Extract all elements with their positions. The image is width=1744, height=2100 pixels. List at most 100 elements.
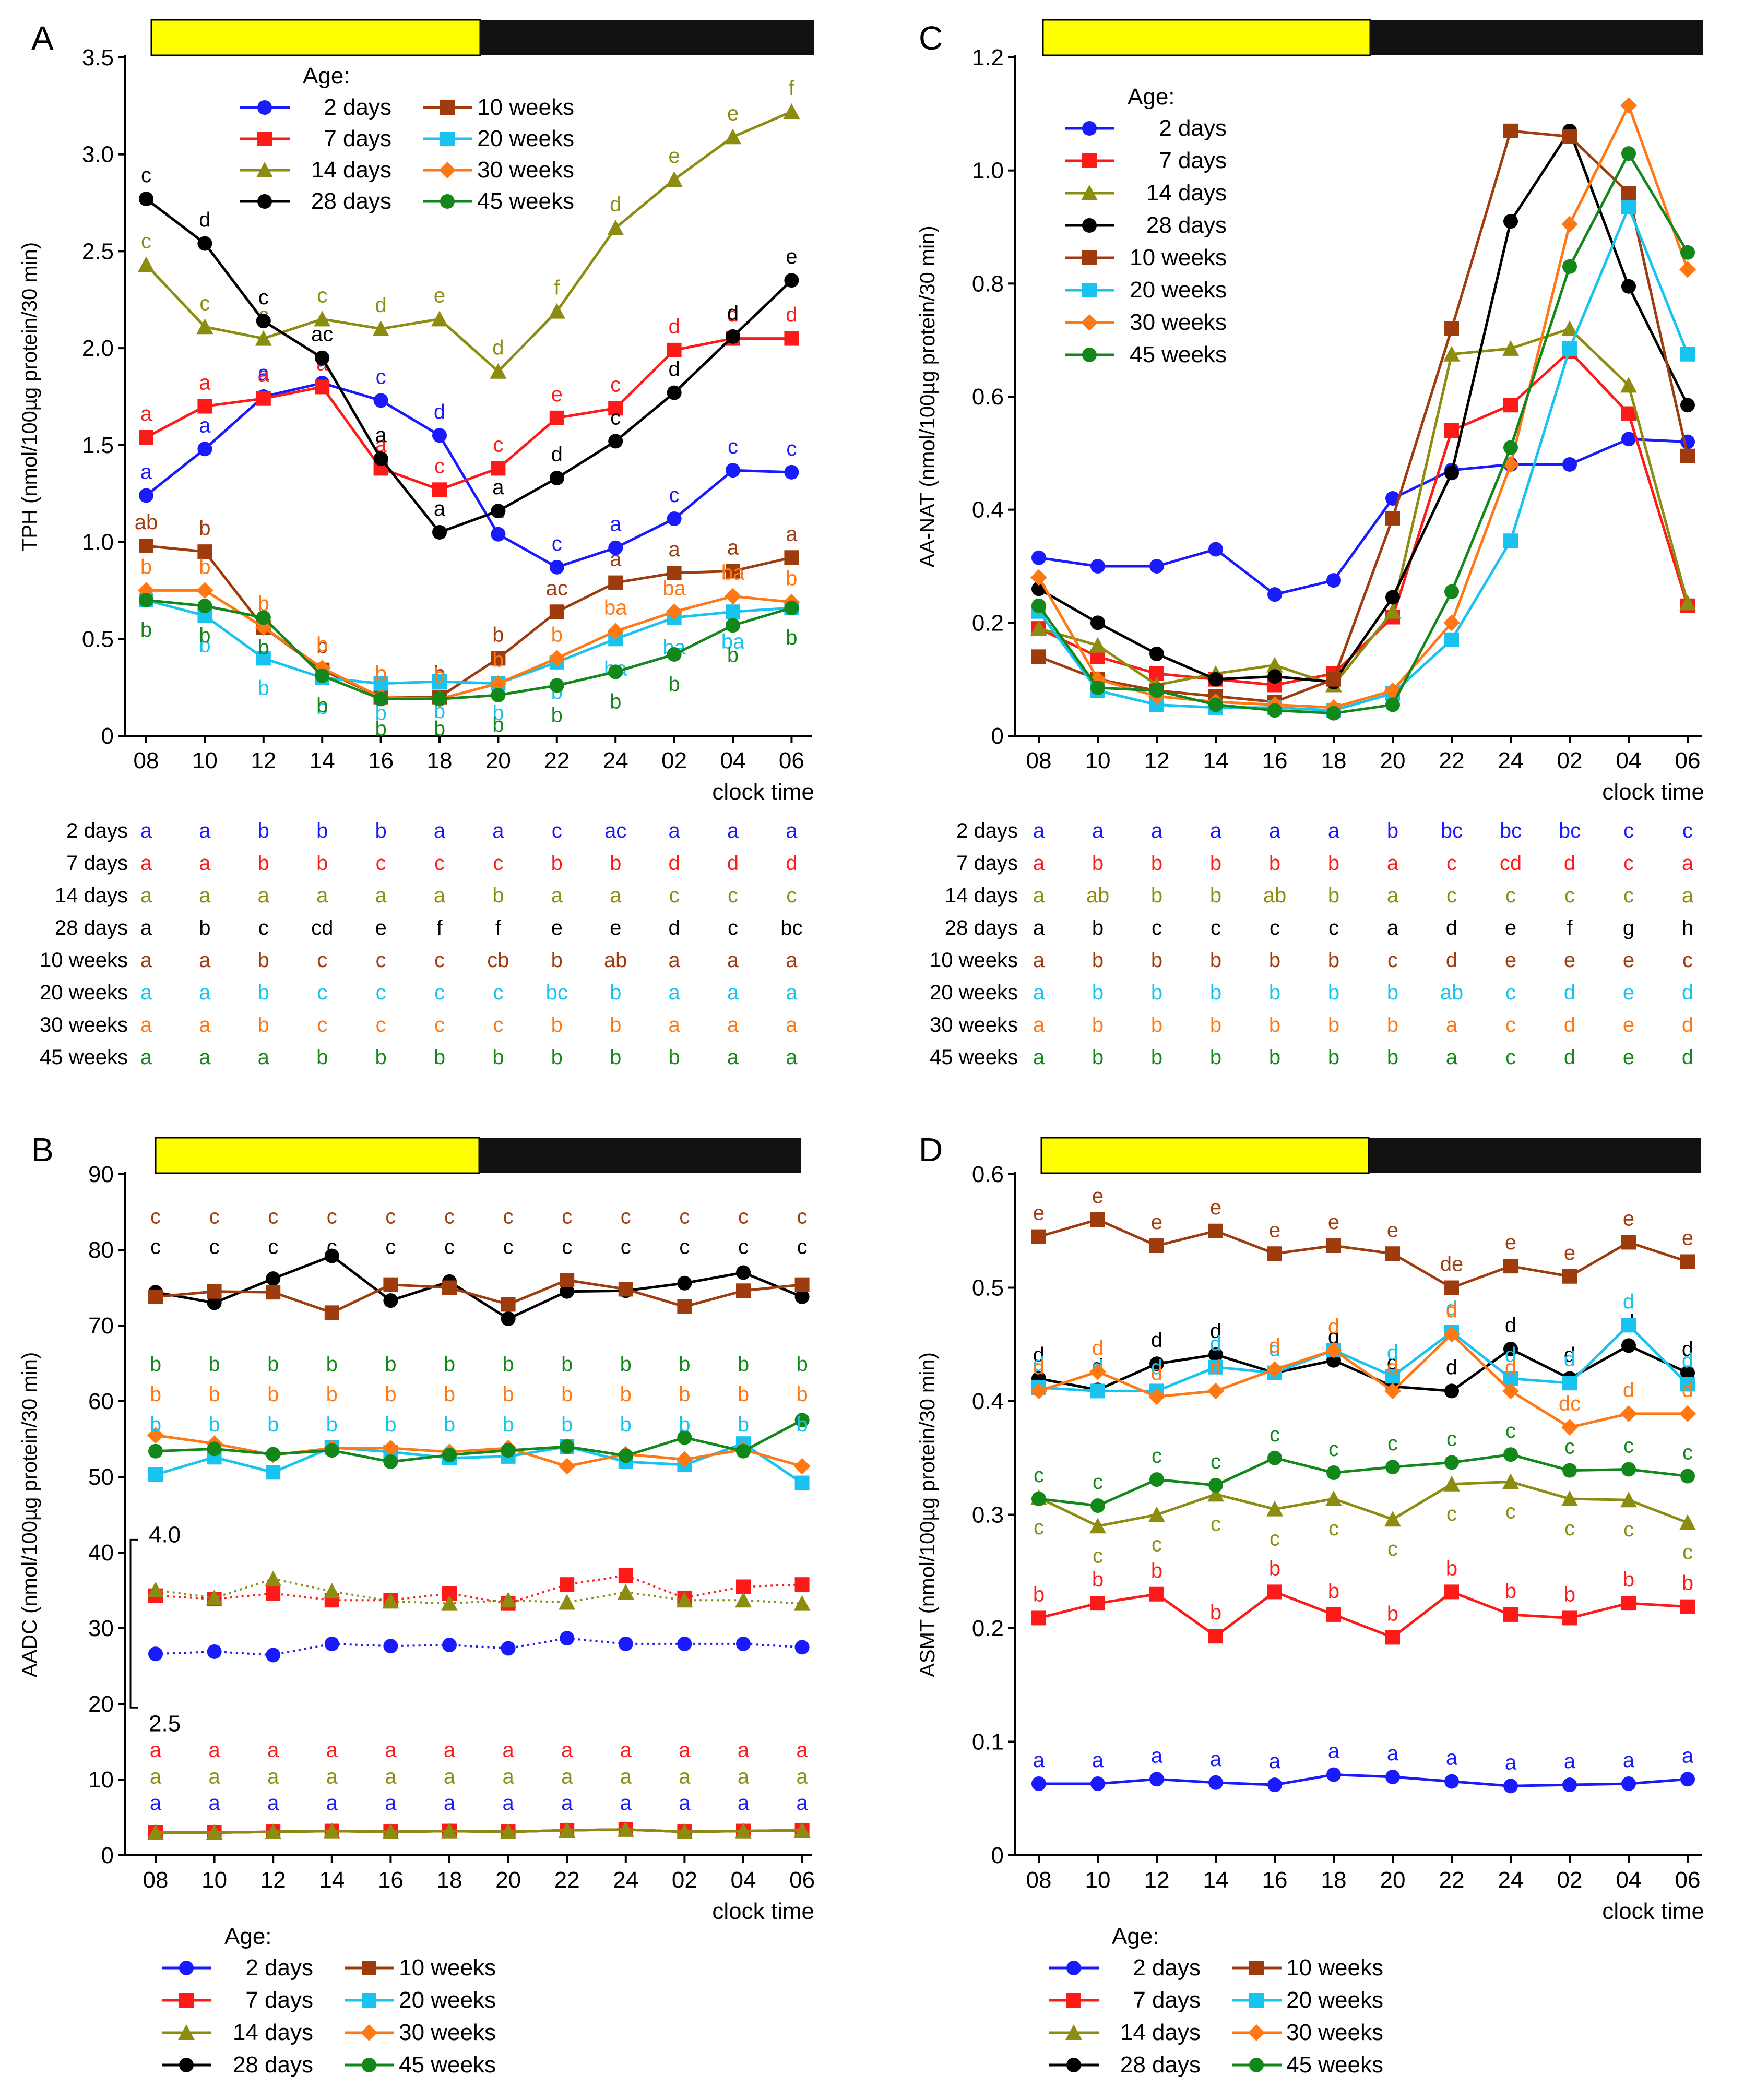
significance-label: d [727,302,739,325]
table-cell: f [1567,916,1573,939]
table-cell: a [1210,819,1222,842]
table-cell: c [376,949,386,972]
x-tick-label: 16 [368,748,394,773]
data-point [1444,321,1459,336]
table-cell: a [727,981,739,1004]
light-phase-bar [155,1137,480,1174]
data-point [618,1282,633,1297]
panel-letter: D [919,1131,943,1168]
significance-label: a [150,1792,162,1815]
data-point [432,674,447,689]
significance-label: b [727,643,739,666]
significance-label: d [1033,1353,1045,1376]
data-point [197,599,212,614]
table-cell: e [1623,949,1634,972]
data-point [1444,584,1459,599]
significance-label: a [375,433,387,456]
table-cell: c [1211,916,1221,939]
data-point [1562,341,1577,356]
dark-phase-bar [479,1138,801,1173]
x-tick-label: 10 [1085,1867,1111,1893]
data-point [1208,1477,1223,1493]
y-tick-label: 0 [101,1843,114,1868]
x-tick-label: 24 [1498,748,1524,773]
legend-label: 10 weeks [1286,1955,1383,1980]
data-point [1031,1776,1046,1791]
significance-label: d [1210,1356,1221,1379]
data-point [1385,1630,1400,1645]
legend-title: Age: [1128,84,1175,110]
data-point [383,1454,398,1469]
data-point [432,525,447,540]
data-point [501,1297,516,1312]
table-cell: d [1564,1046,1575,1069]
data-point [560,1577,575,1592]
significance-label: b [1623,1568,1634,1591]
legend-marker [1066,1993,1081,2008]
data-point [266,1648,281,1663]
y-tick-label: 0 [101,723,114,749]
data-point [266,1586,281,1601]
x-tick-label: 06 [779,748,804,773]
table-cell: bc [1441,819,1463,842]
table-cell: b [1328,884,1339,907]
legend-title: Age: [1112,1924,1159,1949]
significance-label: b [316,635,328,658]
table-cell: c [1446,852,1457,875]
series-line-2-days [1038,437,1688,596]
significance-label: f [789,77,795,100]
significance-label: b [267,1413,279,1436]
data-point [373,691,388,707]
table-cell: bc [1559,819,1581,842]
table-cell: b [375,1046,386,1069]
significance-label: a [668,538,680,561]
significance-label: ba [721,562,745,584]
legend-label: 10 weeks [477,94,574,120]
significance-label: e [727,102,739,125]
significance-label: a [326,1765,338,1788]
significance-label: b [786,626,797,649]
data-point [608,664,623,679]
data-point [206,1824,223,1840]
y-tick-label: 0.1 [972,1729,1004,1755]
data-point [266,1271,281,1286]
data-point [1267,669,1282,684]
table-cell: a [1092,819,1104,842]
table-cell: c [1505,1046,1516,1069]
legend-label: 14 days [311,157,391,183]
table-cell: c [376,852,386,875]
table-cell: a [786,819,798,842]
data-point [256,610,271,625]
legend-title: Age: [303,63,350,89]
data-point [1680,1599,1695,1614]
data-point [139,593,153,607]
table-cell: a [375,884,387,907]
data-point [442,1280,457,1295]
data-point [1089,1518,1106,1534]
significance-label: b [140,618,152,641]
data-point [1266,657,1283,673]
series-line-28-days [145,198,793,534]
significance-label: b [199,634,210,657]
significance-label: a [1328,1740,1340,1763]
significance-label: c [327,1205,337,1228]
data-point [736,1636,751,1651]
data-point [794,1475,810,1490]
data-point [549,471,564,485]
significance-label: a [1505,1751,1517,1774]
significance-label: b [502,1383,514,1406]
data-point [1208,697,1223,712]
data-point [1621,186,1636,200]
significance-label: c [562,1235,572,1258]
significance-label: b [385,1353,396,1376]
table-cell: c [434,852,445,875]
data-point [1385,491,1400,506]
table-cell: a [140,819,152,842]
legend-marker [439,162,456,178]
data-point [1090,1776,1105,1791]
significance-label: a [1151,1744,1163,1767]
table-cell: b [1092,916,1104,939]
significance-label: a [1682,1744,1694,1767]
significance-label: b [679,1353,690,1376]
legend-marker [440,132,455,146]
